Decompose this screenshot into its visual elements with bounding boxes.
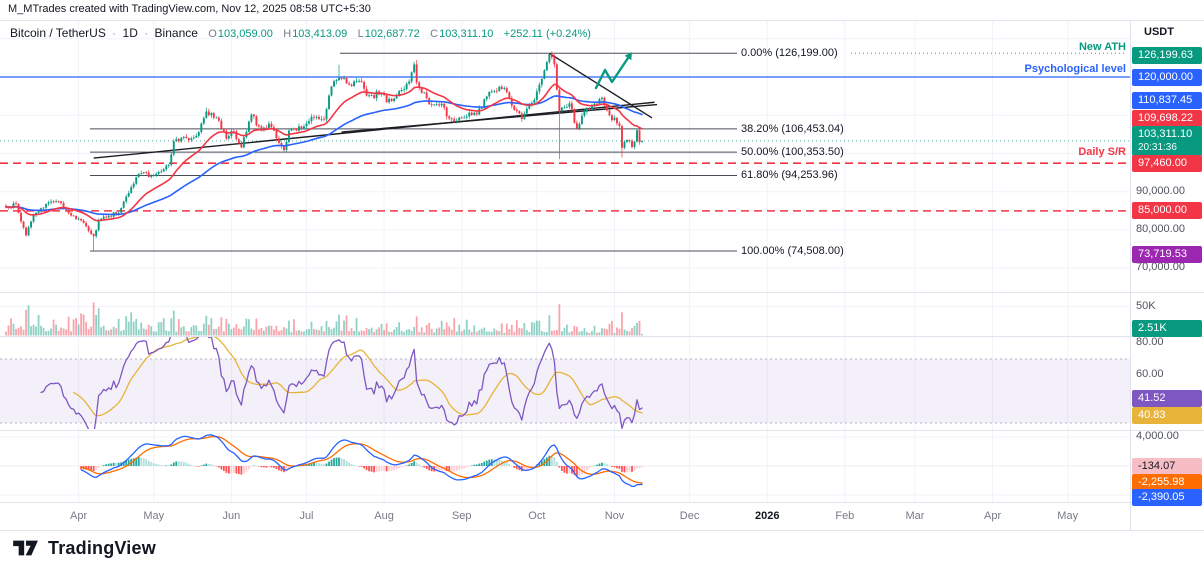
- price-badge-rsi-current: 41.52: [1132, 390, 1202, 408]
- axis-label-rsi: 60.00: [1136, 368, 1164, 380]
- axis-label-price: 80,000.00: [1136, 223, 1185, 235]
- price-axis[interactable]: USDT 90,000.00 80,000.00 70,000.00 50K 80.00…: [1130, 20, 1204, 531]
- price-badge-ma-red: 109,698.22: [1132, 109, 1202, 127]
- axis-label-price: 70,000.00: [1136, 261, 1185, 274]
- time-label-apr: Apr: [984, 510, 1002, 522]
- chart-canvas[interactable]: [0, 20, 1204, 531]
- footer: TradingView: [12, 537, 156, 559]
- time-label-feb: Feb: [835, 510, 855, 522]
- time-label-mar: Mar: [905, 510, 925, 522]
- change-value: +252.11 (+0.24%): [503, 28, 591, 40]
- time-label-aug: Aug: [374, 510, 394, 522]
- interval-label[interactable]: 1D: [122, 26, 138, 40]
- symbol-title[interactable]: Bitcoin / TetherUS: [10, 26, 106, 40]
- price-badge-daily-sr: 97,460.00: [1132, 154, 1202, 172]
- price-badge-ma-blue: 110,837.45: [1132, 91, 1202, 109]
- axis-label-rsi: 80.00: [1136, 336, 1164, 348]
- price-badge-macd-line: -2,390.05: [1132, 488, 1202, 506]
- time-label-may: May: [143, 510, 165, 522]
- time-label-oct: Oct: [528, 510, 546, 522]
- legend-separator: ·: [112, 26, 117, 40]
- chart-legend: Bitcoin / TetherUS · 1D · Binance O103,0…: [10, 26, 591, 40]
- open-label: O: [208, 28, 217, 40]
- time-label-may: May: [1057, 510, 1079, 522]
- axis-label-price: 90,000.00: [1136, 184, 1185, 197]
- time-label-nov: Nov: [604, 510, 625, 522]
- price-badge-ath-level: 126,199.63: [1132, 46, 1202, 64]
- axis-label-vol: 50K: [1136, 299, 1156, 312]
- axis-label-macd: 4,000.00: [1136, 430, 1179, 442]
- price-badge-last-price: 103,311.10 20:31:36: [1132, 125, 1202, 156]
- high-value: 103,413.09: [292, 28, 348, 40]
- time-label-apr: Apr: [70, 510, 88, 522]
- price-badge-level-85k: 85,000.00: [1132, 202, 1202, 220]
- open-value: 103,059.00: [217, 28, 273, 40]
- price-badge-macd-signal: -2,255.98: [1132, 473, 1202, 491]
- price-badge-psych-level: 120,000.00: [1132, 68, 1202, 86]
- time-axis[interactable]: Apr May Jun Jul Aug Sep Oct Nov Dec 2026 Feb Mar Apr…: [0, 502, 1130, 531]
- brand-name[interactable]: TradingView: [48, 537, 156, 558]
- exchange-label[interactable]: Binance: [154, 26, 198, 40]
- price-badge-level-73k: 73,719.53: [1132, 245, 1202, 263]
- price-badge-macd-hist: -134.07: [1132, 458, 1202, 476]
- price-badge-vol-current: 2.51K: [1132, 319, 1202, 337]
- legend-separator: ·: [144, 26, 149, 40]
- low-label: L: [357, 28, 364, 40]
- time-label-jun: Jun: [222, 510, 241, 522]
- time-label-sep: Sep: [451, 510, 472, 522]
- high-label: H: [283, 28, 292, 40]
- price-badge-rsi-ma: 40.83: [1132, 407, 1202, 425]
- chart-credit: M_MTrades created with TradingView.com, …: [8, 3, 371, 15]
- time-label-dec: Dec: [679, 510, 700, 522]
- time-label-jul: Jul: [299, 510, 314, 522]
- price-axis-currency: USDT: [1144, 26, 1174, 38]
- time-label-2026: 2026: [754, 510, 780, 522]
- close-value: 103,311.10: [439, 28, 494, 40]
- tradingview-logo-icon[interactable]: [12, 537, 40, 559]
- low-value: 102,687.72: [364, 28, 420, 40]
- close-label: C: [430, 28, 439, 40]
